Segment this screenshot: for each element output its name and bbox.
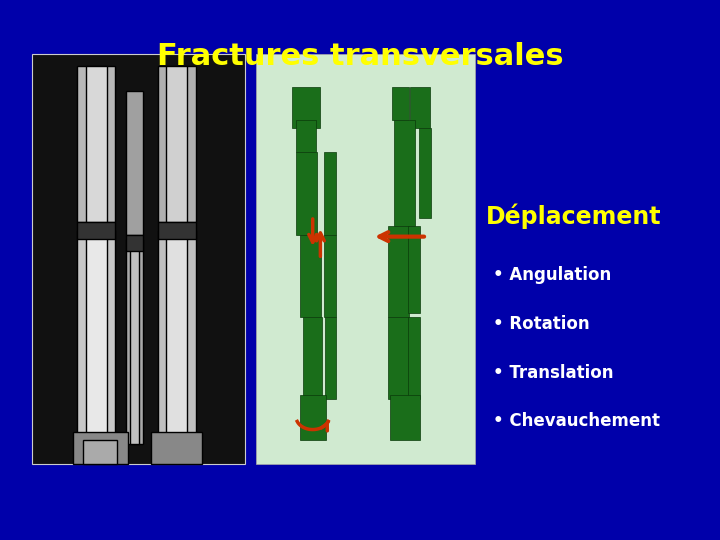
FancyBboxPatch shape	[410, 87, 430, 128]
FancyBboxPatch shape	[84, 440, 117, 464]
Text: • Angulation: • Angulation	[493, 266, 611, 285]
Text: • Chevauchement: • Chevauchement	[493, 412, 660, 430]
Text: Fractures transversales: Fractures transversales	[157, 42, 563, 71]
FancyBboxPatch shape	[392, 87, 409, 120]
Text: • Rotation: • Rotation	[493, 315, 590, 333]
FancyBboxPatch shape	[408, 316, 420, 399]
FancyBboxPatch shape	[151, 431, 202, 464]
FancyBboxPatch shape	[166, 66, 187, 222]
FancyBboxPatch shape	[86, 66, 107, 222]
FancyBboxPatch shape	[390, 395, 420, 440]
FancyBboxPatch shape	[408, 226, 420, 313]
FancyBboxPatch shape	[126, 239, 143, 444]
FancyBboxPatch shape	[32, 54, 245, 464]
FancyBboxPatch shape	[388, 316, 409, 399]
Text: Déplacement: Déplacement	[486, 203, 662, 229]
FancyBboxPatch shape	[77, 231, 115, 456]
FancyBboxPatch shape	[388, 226, 409, 316]
FancyBboxPatch shape	[166, 231, 187, 456]
FancyBboxPatch shape	[77, 222, 115, 239]
FancyBboxPatch shape	[324, 234, 336, 316]
Text: • Translation: • Translation	[493, 363, 613, 382]
FancyBboxPatch shape	[300, 395, 326, 440]
FancyBboxPatch shape	[86, 231, 107, 456]
FancyBboxPatch shape	[158, 222, 196, 239]
FancyBboxPatch shape	[303, 316, 322, 399]
FancyBboxPatch shape	[126, 234, 143, 251]
FancyBboxPatch shape	[300, 234, 321, 316]
FancyBboxPatch shape	[158, 66, 196, 222]
FancyBboxPatch shape	[325, 316, 336, 399]
FancyBboxPatch shape	[324, 152, 336, 234]
FancyBboxPatch shape	[130, 239, 138, 444]
FancyBboxPatch shape	[395, 120, 415, 226]
FancyBboxPatch shape	[73, 431, 128, 464]
FancyBboxPatch shape	[296, 120, 316, 152]
FancyBboxPatch shape	[256, 54, 475, 464]
FancyBboxPatch shape	[418, 128, 431, 218]
FancyBboxPatch shape	[126, 91, 143, 234]
FancyBboxPatch shape	[296, 152, 317, 234]
FancyBboxPatch shape	[77, 66, 115, 222]
FancyBboxPatch shape	[158, 231, 196, 456]
FancyBboxPatch shape	[292, 87, 320, 128]
